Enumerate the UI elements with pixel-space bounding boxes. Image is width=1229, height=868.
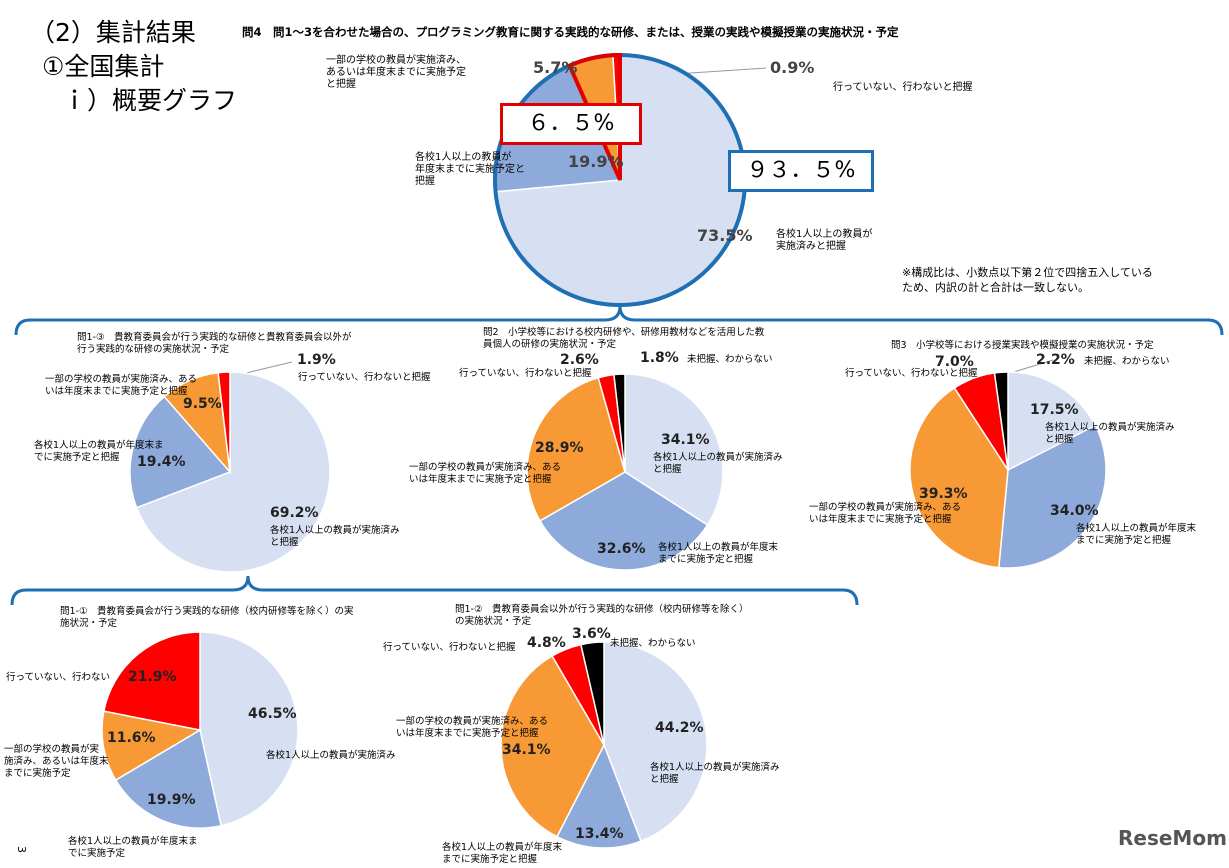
callout-blue-box: ９３．５% (728, 150, 874, 192)
pct-label: 19.4% (137, 454, 186, 470)
pct-label: 39.3% (919, 486, 968, 502)
pie-chart-0 (493, 52, 747, 307)
chart-title-q1-2: 問1-② 貴教育委員会以外が行う実践的な研修（校内研修等を除く） の実施状況・予定 (455, 604, 749, 627)
slice-label: 各校1人以上の教員が年度末までに実施予定と把握 (442, 842, 563, 865)
slice-label: 行っていない、行わないと把握 (845, 368, 978, 379)
slice-label: 行っていない、行わないと把握 (383, 642, 516, 653)
pct-label: 0.9% (770, 58, 815, 77)
heading-1: （2）集計結果 (30, 18, 196, 47)
pct-label: 1.8% (640, 350, 679, 366)
heading-3: ｉ）概要グラフ (62, 86, 238, 115)
slice-label: 未把握、わからない (687, 354, 773, 365)
pct-label: 17.5% (1030, 402, 1079, 418)
pct-label: 5.7% (533, 58, 578, 77)
slice-label: 行っていない、行わないと把握 (298, 372, 431, 383)
pct-label: 32.6% (597, 541, 646, 557)
pie-chart-2 (526, 373, 724, 571)
pie-slice (993, 371, 1009, 471)
pie-slice (580, 641, 605, 746)
pct-label: 19.9% (147, 792, 196, 808)
slice-label: 各校1人以上の教員が年度末までに実施予定と把握 (1076, 523, 1197, 546)
pie-slice (526, 376, 626, 522)
pct-label: 34.0% (1050, 503, 1099, 519)
chart-title-q2: 問2 小学校等における校内研修や、研修用教材などを活用した教 員個人の研修の実施状… (483, 327, 765, 350)
pie-slice (102, 631, 201, 731)
heading-2: ①全国集計 (42, 52, 165, 81)
pie-slice (114, 728, 222, 829)
slice-label: 未把握、わからない (610, 638, 696, 649)
pie-chart-3 (909, 371, 1107, 569)
slice-label: 一部の学校の教員が実施済み、あるいは年度末までに実施予定と把握 (45, 374, 198, 397)
slice-label: 一部の学校の教員が実 施済み、あるいは年度末 までに実施予定 (4, 744, 109, 779)
page-number: 3 (15, 846, 28, 853)
slice-label: 一部の学校の教員が実施済み、あるいは年度末までに実施予定と把握 (326, 55, 466, 90)
pie-slice (603, 641, 708, 843)
pct-label: 9.5% (183, 396, 222, 412)
pct-label: 34.1% (661, 432, 710, 448)
pct-label: 13.4% (575, 826, 624, 842)
slice-label: 一部の学校の教員が実施済み、あるいは年度末までに実施予定と把握 (809, 502, 962, 525)
pie-slice (217, 371, 231, 473)
pct-label: 4.8% (527, 635, 566, 651)
pct-label: 46.5% (248, 706, 297, 722)
pie-slice (555, 743, 642, 849)
pie-slice (1007, 371, 1097, 472)
pie-slice (997, 424, 1107, 569)
pct-label: 21.9% (128, 669, 177, 685)
slice-label: 未把握、わからない (1084, 356, 1170, 367)
slice-label: 各校1人以上の教員が年度末ま でに実施予定 (68, 836, 198, 859)
slice-label: 各校1人以上の教員が年度末までに実施予定と把握 (658, 542, 779, 565)
note: ※構成比は、小数点以下第２位で四捨五入している ため、内訳の計と合計は一致しない。 (902, 266, 1153, 294)
chart-title-q3: 問3 小学校等における授業実践や模擬授業の実施状況・予定 (891, 340, 1154, 351)
pct-label: 1.9% (297, 352, 336, 368)
pie-slice (613, 373, 626, 473)
slice-label: 一部の学校の教員が実施済み、あるいは年度末までに実施予定と把握 (396, 716, 549, 739)
slice-label: 行っていない、行わないと把握 (833, 82, 973, 93)
pie-slice (129, 395, 232, 509)
slice-label: 各校1人以上の教員が年度末までに実施予定と把握 (415, 152, 525, 187)
pct-label: 34.1% (502, 742, 551, 758)
slice-label: 各校1人以上の教員が実施済みと把握 (1045, 422, 1175, 445)
slice-label: 各校1人以上の教員が年度末までに実施予定と把握 (34, 440, 164, 463)
chart-title-q1-3: 問1-③ 貴教育委員会が行う実践的な研修と貴教育委員会以外が 行う実践的な研修の実… (77, 332, 352, 355)
slice-label: 行っていない、行わない (6, 672, 111, 683)
pct-label: 2.6% (560, 352, 599, 368)
pie-chart-5 (500, 641, 708, 849)
pie-slice (135, 371, 331, 573)
pct-label: 69.2% (270, 505, 319, 521)
pie-slice (199, 631, 299, 827)
pct-label: 73.5% (697, 226, 753, 245)
pct-label: 3.6% (572, 626, 611, 642)
pct-label: 7.0% (935, 354, 974, 370)
pie-chart-1 (129, 371, 331, 573)
pct-label: 44.2% (655, 720, 704, 736)
bracket-lower (10, 575, 859, 606)
slice-label: 行っていない、行わないと把握 (459, 368, 592, 379)
callout-red-box: ６．５% (500, 103, 642, 145)
slice-label: 各校1人以上の教員が実施済みと把握 (653, 452, 783, 475)
highlight-outline (567, 52, 622, 181)
chart-title-q4: 問4 問1～3を合わせた場合の、プログラミング教育に関する実践的な研修、または、… (242, 25, 899, 39)
pie-slice (539, 471, 709, 571)
pct-label: 28.9% (535, 440, 584, 456)
slice-label: 各校1人以上の教員が実施済み (266, 750, 396, 761)
slice-label: 一部の学校の教員が実施済み、あるいは年度末までに実施予定と把握 (409, 462, 562, 485)
pie-slice (101, 710, 203, 782)
pie-chart-4 (101, 631, 299, 829)
chart-title-q1-1: 問1-① 貴教育委員会が行う実践的な研修（校内研修等を除く）の実 施状況・予定 (60, 606, 354, 629)
slice-label: 各校1人以上の教員が実施済みと把握 (776, 229, 873, 252)
slice-label: 各校1人以上の教員が実施済みと把握 (650, 762, 780, 785)
pct-label: 19.9% (568, 152, 624, 171)
resemom-logo: ReseMom (1118, 826, 1227, 850)
pct-label: 11.6% (107, 730, 156, 746)
slice-label: 各校1人以上の教員が実施済みと把握 (270, 525, 400, 548)
pct-label: 2.2% (1036, 352, 1075, 368)
